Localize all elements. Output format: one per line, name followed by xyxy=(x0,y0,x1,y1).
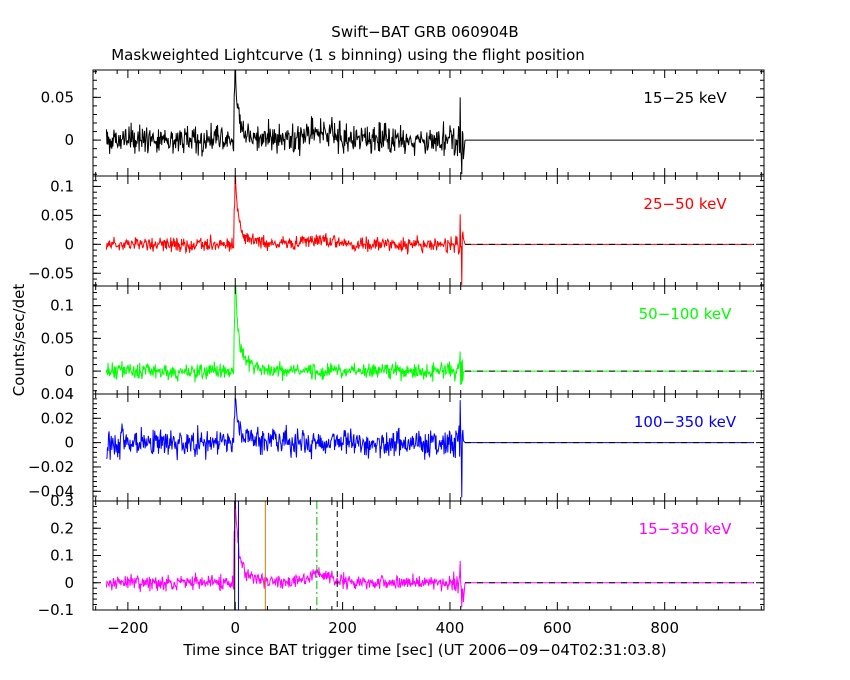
x-tick-label: −200 xyxy=(107,619,148,637)
panel-frame xyxy=(92,69,765,177)
lightcurve-group xyxy=(105,501,754,608)
panel-frame xyxy=(92,175,765,287)
x-axis-label: Time since BAT trigger time [sec] (UT 20… xyxy=(182,641,666,659)
x-tick-label: 800 xyxy=(650,619,679,637)
y-tick-label: −0.1 xyxy=(38,601,74,619)
lightcurve-group xyxy=(105,70,754,175)
panel-1: 0 0.05 15−25 keV xyxy=(41,69,765,177)
lightcurve-group xyxy=(105,176,754,285)
y-tick-label: 0.04 xyxy=(41,385,74,403)
panel-4: −0.04 −0.02 0 0.02 0.04 100−350 keV xyxy=(28,385,765,502)
y-tick-label: 0 xyxy=(64,434,74,452)
y-tick-label: 0.02 xyxy=(41,409,74,427)
y-axis-label: Counts/sec/det xyxy=(10,284,28,397)
energy-band-label: 100−350 keV xyxy=(634,413,737,431)
panel-frame xyxy=(92,285,765,395)
y-tick-label: 0 xyxy=(64,131,74,149)
y-tick-label: 0 xyxy=(64,362,74,380)
y-tick-label: 0.05 xyxy=(41,329,74,347)
y-tick-label: 0.05 xyxy=(41,206,74,224)
lightcurve-group xyxy=(105,286,754,385)
y-tick-label: 0.2 xyxy=(50,519,74,537)
lightcurve-group xyxy=(106,397,754,498)
x-tick-label: 200 xyxy=(328,619,357,637)
lightcurve-line xyxy=(105,70,466,175)
lightcurve-line xyxy=(105,286,466,385)
lightcurve-line xyxy=(105,501,466,608)
energy-band-label: 50−100 keV xyxy=(639,305,732,323)
y-tick-label: −0.04 xyxy=(28,482,74,500)
y-tick-label: 0.1 xyxy=(50,547,74,565)
x-tick-label: 0 xyxy=(230,619,240,637)
y-tick-label: 0.3 xyxy=(50,492,74,510)
panel-5: −0.1 0 0.1 0.2 0.3 15−350 keV xyxy=(38,492,765,619)
energy-band-label: 15−350 keV xyxy=(639,520,732,538)
chart-title: Swift−BAT GRB 060904B xyxy=(331,23,518,41)
y-tick-label: −0.02 xyxy=(28,458,74,476)
y-tick-label: 0 xyxy=(64,574,74,592)
x-tick-label: 400 xyxy=(436,619,465,637)
y-tick-label: 0.1 xyxy=(50,297,74,315)
lightcurve-line xyxy=(106,397,466,498)
energy-band-label: 25−50 keV xyxy=(643,195,727,213)
panel-2: −0.05 0 0.05 0.1 25−50 keV xyxy=(28,175,765,287)
y-tick-label: 0.1 xyxy=(50,177,74,195)
y-tick-label: 0 xyxy=(64,235,74,253)
chart-subtitle: Maskweighted Lightcurve (1 s binning) us… xyxy=(111,46,585,64)
y-tick-label: −0.05 xyxy=(28,264,74,282)
y-tick-label: 0.05 xyxy=(41,88,74,106)
energy-band-label: 15−25 keV xyxy=(643,89,727,107)
x-tick-label: 600 xyxy=(543,619,572,637)
lightcurve-line xyxy=(105,176,466,285)
panel-3: 0 0.05 0.1 50−100 keV xyxy=(41,285,765,395)
panel-frame xyxy=(92,500,765,611)
